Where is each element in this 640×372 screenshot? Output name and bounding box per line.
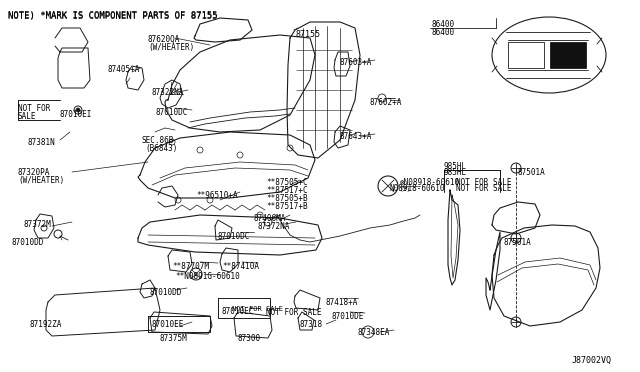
Text: 87602+A: 87602+A xyxy=(370,98,403,107)
Text: 87322NA: 87322NA xyxy=(152,88,184,97)
Text: 87010EE: 87010EE xyxy=(152,320,184,329)
Text: 87192ZA: 87192ZA xyxy=(30,320,62,329)
Text: 87010DC: 87010DC xyxy=(218,232,250,241)
Text: 87501A: 87501A xyxy=(504,238,532,247)
Text: (2): (2) xyxy=(400,187,412,192)
Text: 87620QA: 87620QA xyxy=(148,35,180,44)
Text: 87406MA: 87406MA xyxy=(254,214,286,223)
Text: NOTE) *MARK IS COMPONENT PARTS OF 87155: NOTE) *MARK IS COMPONENT PARTS OF 87155 xyxy=(8,12,218,21)
Text: 86400: 86400 xyxy=(432,20,455,29)
Text: 87010DE: 87010DE xyxy=(332,312,364,321)
Text: **87707M: **87707M xyxy=(172,262,209,271)
Text: 87348EA: 87348EA xyxy=(358,328,390,337)
Text: 87320PA: 87320PA xyxy=(18,168,51,177)
Text: NOT FOR SALE: NOT FOR SALE xyxy=(456,178,511,187)
Text: J87002VQ: J87002VQ xyxy=(572,356,612,365)
Text: 87603+A: 87603+A xyxy=(340,58,372,67)
Text: NOT FOR: NOT FOR xyxy=(18,104,51,113)
Text: 87372M: 87372M xyxy=(24,220,52,229)
Bar xyxy=(508,42,544,68)
Text: **96510+A: **96510+A xyxy=(196,191,237,200)
Text: (W/HEATER): (W/HEATER) xyxy=(18,176,64,185)
Text: 87381N: 87381N xyxy=(28,138,56,147)
Text: (W/HEATER): (W/HEATER) xyxy=(148,43,195,52)
Text: **87517+B: **87517+B xyxy=(266,202,308,211)
Text: SEC.86B: SEC.86B xyxy=(142,136,174,145)
Text: 87300: 87300 xyxy=(238,334,261,343)
Text: **87505+C: **87505+C xyxy=(266,178,308,187)
Text: SALE: SALE xyxy=(18,112,36,121)
Text: **87505+B: **87505+B xyxy=(266,194,308,203)
Text: 87375M: 87375M xyxy=(160,334,188,343)
Bar xyxy=(550,42,586,68)
Text: 985HL: 985HL xyxy=(444,162,467,171)
Text: 87372NA: 87372NA xyxy=(257,222,289,231)
Text: NOT FOR SALE: NOT FOR SALE xyxy=(232,306,283,312)
Text: 87010EI: 87010EI xyxy=(60,110,92,119)
Text: 86400: 86400 xyxy=(432,28,455,37)
Text: 87010DD: 87010DD xyxy=(150,288,182,297)
Text: NOT FOR SALE: NOT FOR SALE xyxy=(456,184,511,193)
Text: **87517+C: **87517+C xyxy=(266,186,308,195)
Text: ⊗N08918-60610: ⊗N08918-60610 xyxy=(400,178,460,187)
Text: **N0891G-60610: **N0891G-60610 xyxy=(175,272,240,281)
Text: NOT FOR SALE: NOT FOR SALE xyxy=(266,308,321,317)
Text: N08918-60610: N08918-60610 xyxy=(390,184,445,193)
Text: (B6843): (B6843) xyxy=(145,144,177,153)
Circle shape xyxy=(76,108,80,112)
Text: **87410A: **87410A xyxy=(222,262,259,271)
Text: 87318: 87318 xyxy=(300,320,323,329)
Text: 87418+A: 87418+A xyxy=(326,298,358,307)
Text: 87010DD: 87010DD xyxy=(12,238,44,247)
Text: 87405+A: 87405+A xyxy=(108,65,140,74)
Text: 985HL: 985HL xyxy=(444,168,467,177)
Text: 87501A: 87501A xyxy=(518,168,546,177)
Text: 87155: 87155 xyxy=(295,30,320,39)
Text: 87643+A: 87643+A xyxy=(340,132,372,141)
Text: 87010DC: 87010DC xyxy=(155,108,188,117)
Text: 87010EC: 87010EC xyxy=(222,307,254,316)
Text: NOTE) *MARK IS COMPONENT PARTS OF 87155: NOTE) *MARK IS COMPONENT PARTS OF 87155 xyxy=(8,11,218,20)
